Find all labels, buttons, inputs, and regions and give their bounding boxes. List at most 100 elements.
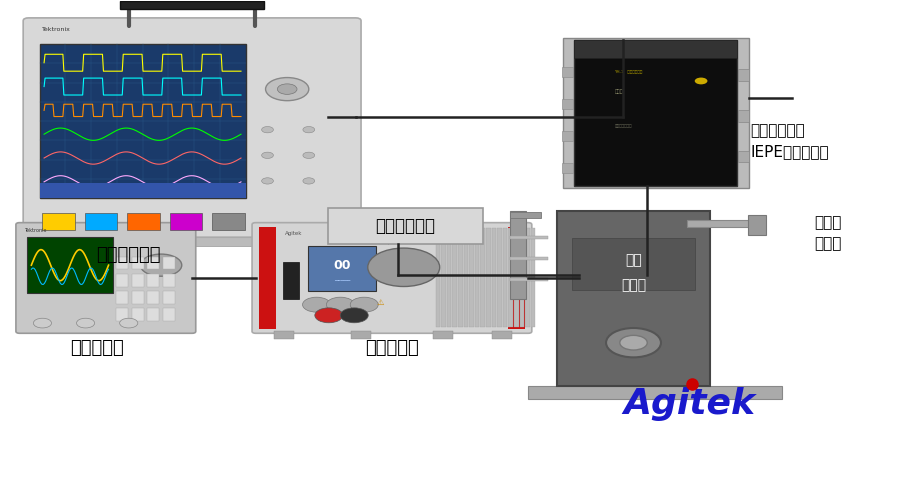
Text: 激振器: 激振器 (621, 278, 646, 292)
Circle shape (315, 308, 343, 323)
Bar (163, 308, 175, 321)
Circle shape (326, 297, 354, 312)
Bar (510, 257, 548, 261)
Bar (435, 228, 440, 327)
Bar (148, 308, 159, 321)
Bar (163, 274, 175, 286)
Bar (572, 238, 694, 290)
Bar (308, 246, 376, 291)
Bar (562, 67, 573, 77)
Bar (128, 213, 160, 230)
Circle shape (350, 297, 378, 312)
Text: ─────: ───── (334, 279, 351, 284)
Bar (508, 226, 525, 329)
Bar (738, 110, 749, 122)
Text: YH-1   加速度传感器: YH-1 加速度传感器 (614, 69, 642, 73)
Bar (117, 274, 128, 286)
Bar (475, 228, 479, 327)
Bar (458, 228, 463, 327)
Circle shape (140, 254, 182, 276)
Bar (528, 386, 783, 399)
Circle shape (302, 178, 314, 184)
Bar (132, 308, 144, 321)
Text: 灵敏度: 灵敏度 (614, 89, 623, 94)
Circle shape (695, 78, 708, 84)
Text: 功率放大器: 功率放大器 (365, 339, 419, 357)
Text: CPA 2000  Power Amplifier: CPA 2000 Power Amplifier (337, 240, 403, 245)
Bar (283, 262, 300, 299)
Bar (148, 291, 159, 304)
Bar (486, 228, 490, 327)
Bar (497, 228, 502, 327)
Circle shape (340, 308, 368, 323)
Bar (510, 212, 540, 219)
Bar (46, 234, 337, 246)
Bar (148, 274, 159, 286)
Bar (120, 1, 264, 9)
Bar (738, 69, 749, 81)
Circle shape (77, 318, 95, 328)
Text: 加速度
传感器: 加速度 传感器 (814, 215, 842, 251)
Circle shape (261, 152, 273, 159)
Text: ⚠: ⚠ (376, 298, 384, 306)
Bar (558, 211, 710, 386)
Bar (26, 237, 113, 293)
Bar (563, 38, 749, 188)
Bar (480, 228, 485, 327)
Bar (510, 236, 548, 240)
Bar (748, 215, 766, 235)
Text: 00: 00 (333, 259, 351, 272)
Bar (453, 228, 457, 327)
Bar (42, 213, 75, 230)
Bar (562, 100, 573, 109)
Circle shape (302, 152, 314, 159)
Bar (351, 331, 371, 339)
Bar (514, 228, 518, 327)
Text: 双通道示波器: 双通道示波器 (97, 246, 160, 264)
Bar (441, 228, 445, 327)
Bar (39, 183, 246, 198)
Bar (738, 151, 749, 163)
Bar (574, 40, 737, 186)
Bar (574, 40, 737, 58)
Text: Tektronix: Tektronix (24, 228, 46, 233)
Circle shape (34, 318, 52, 328)
Circle shape (302, 126, 314, 133)
Bar (519, 228, 524, 327)
Text: 信号调理器参数: 信号调理器参数 (614, 124, 632, 128)
Bar (464, 228, 468, 327)
Bar (117, 308, 128, 321)
Circle shape (302, 297, 331, 312)
Bar (46, 232, 92, 251)
FancyBboxPatch shape (23, 18, 361, 237)
Text: Agitek: Agitek (623, 387, 755, 421)
Bar (687, 220, 752, 227)
Bar (510, 211, 527, 299)
Bar (132, 257, 144, 269)
Circle shape (277, 84, 297, 94)
Circle shape (119, 318, 138, 328)
Circle shape (368, 248, 440, 286)
Text: 信号发生器: 信号发生器 (70, 339, 124, 357)
Circle shape (261, 126, 273, 133)
Text: 加速度传感器
IEPE信号调理器: 加速度传感器 IEPE信号调理器 (751, 122, 829, 159)
Bar (169, 213, 202, 230)
Bar (503, 228, 507, 327)
Bar (531, 228, 536, 327)
Bar (492, 228, 496, 327)
Circle shape (261, 178, 273, 184)
Bar (492, 331, 512, 339)
Bar (260, 226, 276, 329)
Bar (39, 44, 246, 198)
Bar (132, 291, 144, 304)
FancyBboxPatch shape (15, 223, 196, 333)
Circle shape (606, 328, 661, 357)
Bar (525, 228, 529, 327)
Circle shape (266, 78, 309, 101)
Bar (117, 257, 128, 269)
Bar (446, 228, 451, 327)
Bar (163, 291, 175, 304)
Bar (508, 228, 513, 327)
Text: 能量收集电路: 能量收集电路 (375, 217, 435, 235)
Bar (117, 291, 128, 304)
